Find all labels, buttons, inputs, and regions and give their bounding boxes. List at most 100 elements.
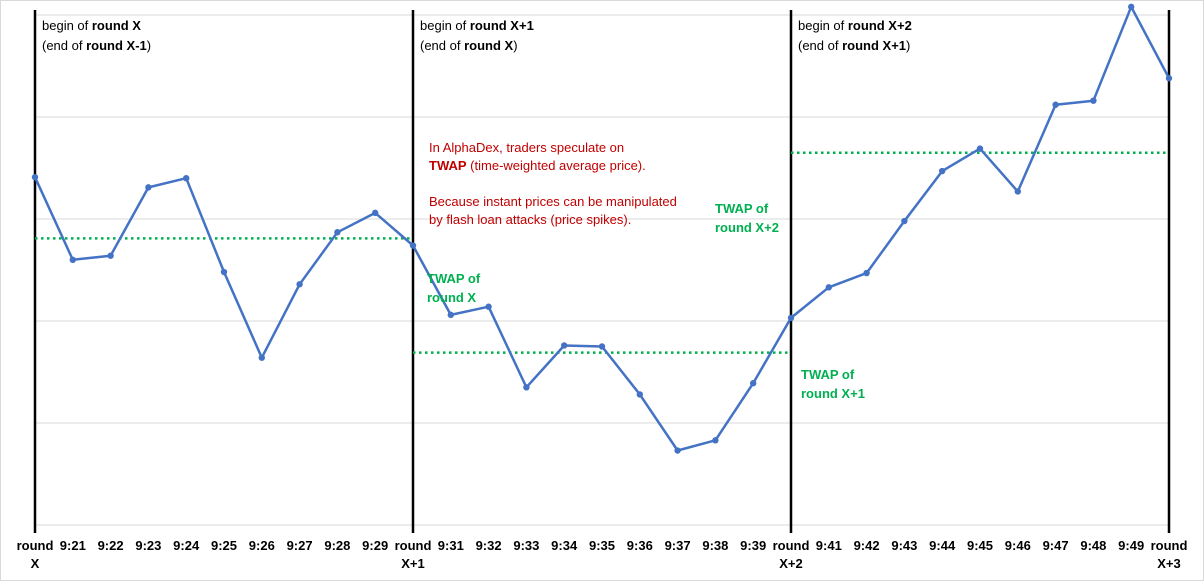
round-end-label: (end of round X)	[420, 38, 518, 53]
x-tick-label: round X+2	[773, 538, 810, 571]
x-tick-line: X+2	[779, 556, 803, 571]
x-tick-line: 9:26	[249, 538, 275, 553]
x-tick-line: 9:32	[476, 538, 502, 553]
x-tick-line: 9:37	[665, 538, 691, 553]
x-tick-line: 9:36	[627, 538, 653, 553]
price-point	[787, 314, 795, 322]
price-point	[1052, 101, 1059, 108]
note-twap-suffix: (time-weighted average price).	[467, 158, 646, 173]
x-tick-line: 9:27	[287, 538, 313, 553]
x-tick-label: 9:46	[1005, 538, 1031, 553]
twap-label: TWAP of round X+1	[801, 367, 865, 401]
x-tick-line: 9:48	[1080, 538, 1106, 553]
price-point	[447, 311, 454, 319]
x-tick-label: round X+3	[1151, 538, 1188, 571]
price-point	[409, 242, 417, 249]
round-begin-name: round X+2	[848, 18, 912, 33]
price-point	[712, 437, 719, 444]
round-end-prefix: (end of	[42, 38, 86, 53]
price-point	[334, 229, 341, 236]
round-end-prefix: (end of	[420, 38, 464, 53]
price-point	[863, 269, 870, 277]
x-tick-line: 9:47	[1043, 538, 1069, 553]
round-begin-prefix: begin of	[420, 18, 470, 33]
x-tick-line: round	[17, 538, 54, 553]
note-flash-loan-line1: Because instant prices can be manipulate…	[429, 194, 677, 209]
x-tick-line: 9:43	[891, 538, 917, 553]
twap-label-line: round X	[427, 290, 476, 305]
x-tick-label: 9:36	[627, 538, 653, 553]
price-point	[69, 256, 77, 263]
round-end-label: (end of round X+1)	[798, 38, 910, 53]
round-begin-prefix: begin of	[798, 18, 848, 33]
x-tick-line: 9:24	[173, 538, 200, 553]
x-tick-line: round	[395, 538, 432, 553]
x-tick-label: 9:44	[929, 538, 956, 553]
round-begin-name: round X	[92, 18, 141, 33]
x-tick-label: 9:24	[173, 538, 200, 553]
price-point	[561, 342, 568, 349]
x-tick-label: 9:26	[249, 538, 275, 553]
x-tick-line: 9:31	[438, 538, 464, 553]
x-tick-line: 9:29	[362, 538, 388, 553]
round-end-name: round X-1	[86, 38, 147, 53]
x-tick-label: 9:41	[816, 538, 842, 553]
round-begin-label: begin of round X+2	[798, 18, 912, 33]
twap-label: TWAP of round X	[427, 271, 481, 305]
x-tick-label: round X	[17, 538, 54, 571]
x-tick-line: X+1	[401, 556, 425, 571]
round-end-suffix: )	[513, 38, 517, 53]
twap-label-line: TWAP of	[715, 201, 769, 216]
x-tick-line: 9:33	[513, 538, 539, 553]
x-tick-line: round	[773, 538, 810, 553]
x-tick-label: 9:37	[665, 538, 691, 553]
price-point	[485, 303, 492, 310]
price-line	[33, 5, 1171, 452]
x-tick-label: 9:39	[740, 538, 766, 553]
round-end-suffix: )	[147, 38, 151, 53]
x-tick-label: round X+1	[395, 538, 432, 571]
round-begin-prefix: begin of	[42, 18, 92, 33]
x-tick-label: 9:28	[324, 538, 350, 553]
twap-label-line: TWAP of	[427, 271, 481, 286]
price-point	[258, 354, 265, 361]
price-point	[183, 175, 190, 182]
x-tick-label: 9:34	[551, 538, 578, 553]
round-begin-name: round X+1	[470, 18, 534, 33]
price-point	[825, 284, 832, 291]
x-tick-line: 9:42	[854, 538, 880, 553]
price-point	[901, 217, 908, 225]
round-end-label: (end of round X-1)	[42, 38, 151, 53]
price-point	[939, 167, 946, 175]
x-tick-line: round	[1151, 538, 1188, 553]
round-end-name: round X	[464, 38, 513, 53]
x-tick-line: 9:21	[60, 538, 86, 553]
round-end-suffix: )	[906, 38, 910, 53]
x-tick-line: 9:28	[324, 538, 350, 553]
price-point	[145, 184, 152, 191]
note-twap-bold: TWAP	[429, 158, 467, 173]
round-begin-label: begin of round X	[42, 18, 141, 33]
x-tick-line: 9:44	[929, 538, 956, 553]
x-tick-line: 9:39	[740, 538, 766, 553]
x-tick-label: 9:23	[135, 538, 161, 553]
note-flash-loan: Because instant prices can be manipulate…	[429, 194, 677, 227]
x-tick-line: 9:45	[967, 538, 993, 553]
round-end-prefix: (end of	[798, 38, 842, 53]
x-tick-label: 9:27	[287, 538, 313, 553]
price-point	[31, 173, 39, 181]
x-tick-label: 9:38	[702, 538, 728, 553]
price-point	[1165, 75, 1173, 82]
x-tick-label: 9:21	[60, 538, 86, 553]
x-tick-label: 9:42	[854, 538, 880, 553]
x-tick-label: 9:45	[967, 538, 993, 553]
twap-label: TWAP of round X+2	[715, 201, 779, 235]
price-point	[750, 380, 757, 387]
x-tick-label: 9:25	[211, 538, 237, 553]
x-tick-label: 9:22	[98, 538, 124, 553]
round-end-name: round X+1	[842, 38, 906, 53]
x-tick-label: 9:32	[476, 538, 502, 553]
x-tick-line: 9:25	[211, 538, 237, 553]
